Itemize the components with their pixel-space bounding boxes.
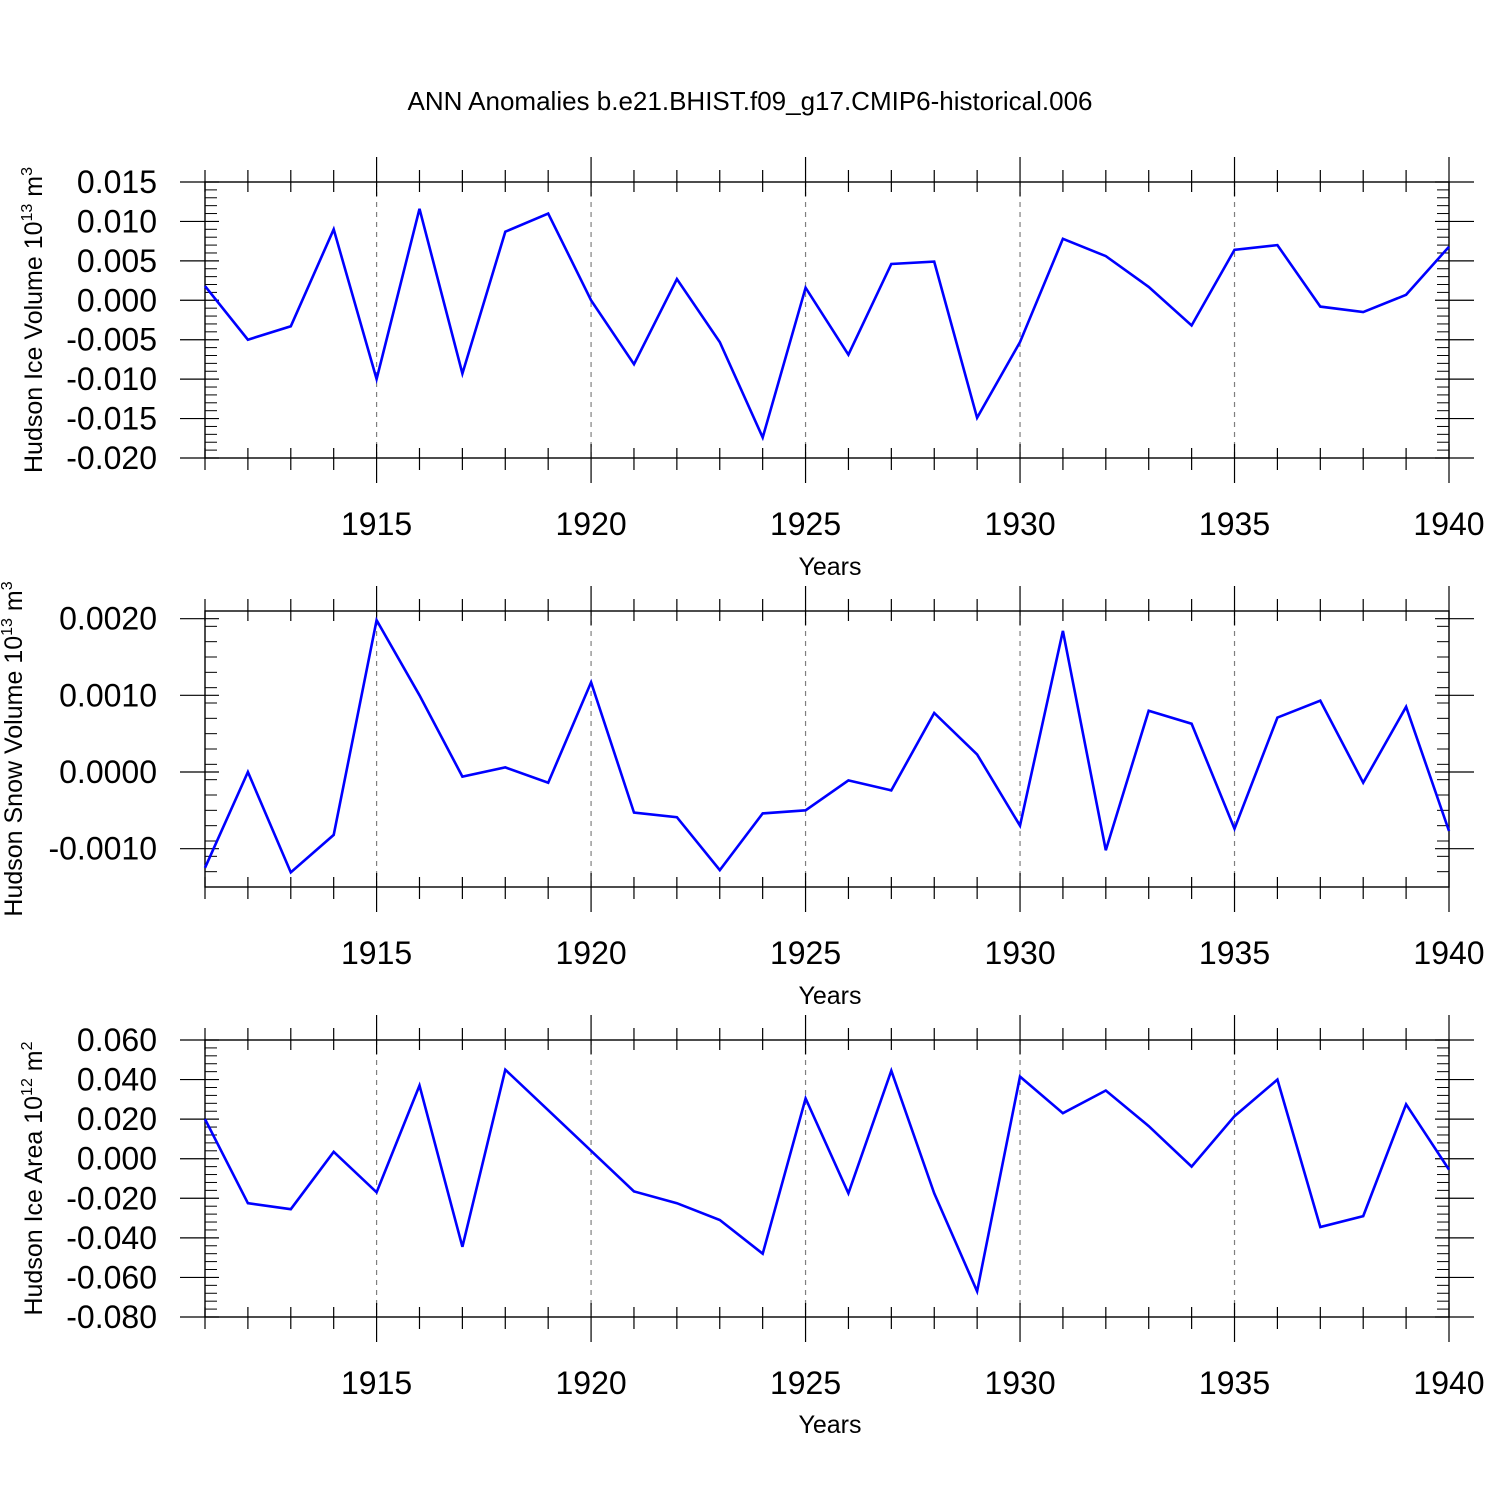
- y-tick-label: 0.040: [77, 1062, 157, 1098]
- figure-title: ANN Anomalies b.e21.BHIST.f09_g17.CMIP6-…: [407, 86, 1092, 116]
- y-axis-title-unit-exponent: 2: [19, 1041, 36, 1050]
- y-tick-label: 0.0010: [59, 677, 157, 713]
- x-axis-title: Years: [798, 553, 861, 581]
- y-axis-title-unit-exponent: 3: [19, 167, 36, 176]
- x-tick-label: 1935: [1199, 1365, 1270, 1401]
- x-tick-label: 1920: [555, 1365, 626, 1401]
- y-axis-title-unit-exponent: 3: [0, 581, 16, 590]
- y-axis-title-unit: m: [0, 590, 28, 618]
- series-line: [203, 616, 1451, 875]
- plot-frame: [204, 1039, 1450, 1318]
- y-axis-title-exponent: 13: [19, 204, 36, 222]
- x-axis-title: Years: [798, 982, 861, 1010]
- y-tick-label: 0.0020: [59, 601, 157, 637]
- x-tick-label: 1925: [770, 506, 841, 542]
- x-tick-label: 1935: [1199, 506, 1270, 542]
- series-line: [203, 208, 1450, 442]
- x-tick-label: 1940: [1413, 506, 1484, 542]
- y-tick-label: 0.015: [77, 164, 157, 200]
- plot-frame: [204, 181, 1450, 459]
- x-tick-label: 1915: [341, 506, 412, 542]
- x-tick-label: 1925: [770, 1365, 841, 1401]
- y-tick-label: 0.060: [77, 1022, 157, 1058]
- y-tick-label: 0.005: [77, 243, 157, 279]
- y-tick-label: -0.080: [66, 1299, 157, 1335]
- y-axis-title: Hudson Ice Area 1012 m2: [19, 1041, 48, 1315]
- x-tick-label: 1920: [555, 935, 626, 971]
- y-tick-label: 0.010: [77, 203, 157, 239]
- y-axis-title-exponent: 13: [0, 618, 16, 636]
- y-axis-title: Hudson Snow Volume 1013 m3: [0, 581, 28, 916]
- x-tick-label: 1935: [1199, 935, 1270, 971]
- x-tick-label: 1925: [770, 935, 841, 971]
- y-axis-title-base: Hudson Snow Volume 10: [0, 636, 28, 917]
- y-tick-label: 0.000: [77, 1141, 157, 1177]
- x-tick-label: 1930: [984, 506, 1055, 542]
- y-axis-title-base: Hudson Ice Area 10: [20, 1096, 48, 1316]
- y-tick-label: -0.040: [66, 1220, 157, 1256]
- y-tick-label: -0.020: [66, 1180, 157, 1216]
- x-tick-label: 1940: [1413, 1365, 1484, 1401]
- x-tick-label: 1930: [984, 1365, 1055, 1401]
- y-tick-label: 0.000: [77, 282, 157, 318]
- x-tick-label: 1920: [555, 506, 626, 542]
- y-axis-title: Hudson Ice Volume 1013 m3: [19, 167, 48, 473]
- y-tick-label: -0.010: [66, 361, 157, 397]
- y-axis-title-unit: m: [20, 176, 48, 204]
- y-tick-label: -0.015: [66, 401, 157, 437]
- y-tick-label: 0.0000: [59, 754, 157, 790]
- x-tick-label: 1930: [984, 935, 1055, 971]
- y-tick-label: -0.060: [66, 1259, 157, 1295]
- y-axis-title-exponent: 12: [19, 1078, 36, 1096]
- panel-snow-volume: 0.0020 0.0010 0.0000 -0.0010 1915 1920 1925 193…: [0, 581, 1485, 1010]
- y-axis-title-base: Hudson Ice Volume 10: [20, 221, 48, 473]
- plot-frame: [204, 610, 1450, 888]
- x-tick-label: 1915: [341, 1365, 412, 1401]
- y-axis-title-unit: m: [20, 1050, 48, 1078]
- x-tick-label: 1940: [1413, 935, 1484, 971]
- series-line: [203, 1066, 1451, 1296]
- y-tick-label: 0.020: [77, 1101, 157, 1137]
- y-tick-label: -0.0010: [48, 831, 157, 867]
- x-axis-title: Years: [798, 1411, 861, 1439]
- x-tick-label: 1915: [341, 935, 412, 971]
- y-tick-label: -0.005: [66, 322, 157, 358]
- y-tick-label: -0.020: [66, 440, 157, 476]
